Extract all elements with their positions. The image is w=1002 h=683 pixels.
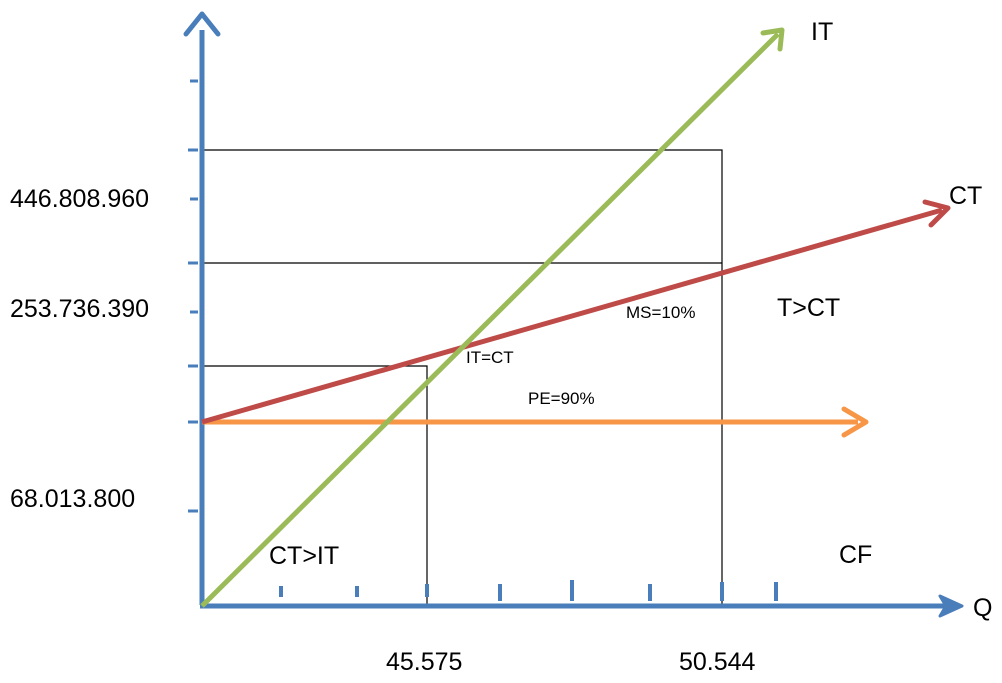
y-label-upper: 446.808.960 bbox=[10, 185, 149, 213]
y-label-lower: 68.013.800 bbox=[10, 485, 135, 513]
guide-line-lower bbox=[202, 365, 428, 608]
fixed-cost-line bbox=[202, 406, 869, 438]
total-cost-line bbox=[201, 199, 951, 425]
x-axis bbox=[200, 580, 964, 618]
y-label-middle: 253.736.390 bbox=[10, 295, 149, 323]
break-even-label: IT=CT bbox=[466, 348, 514, 367]
income-line-label: IT bbox=[811, 18, 833, 46]
cost-line-label: CT bbox=[949, 182, 982, 210]
x-axis-ticks bbox=[279, 580, 778, 601]
profit-zone-label: T>CT bbox=[777, 294, 840, 322]
ms-label: MS=10% bbox=[626, 303, 695, 322]
y-axis-ticks bbox=[188, 79, 198, 513]
loss-zone-label: CT>IT bbox=[269, 542, 339, 570]
pe-label: PE=90% bbox=[528, 389, 595, 408]
guide-lines bbox=[202, 149, 723, 608]
fixed-cost-label: CF bbox=[839, 541, 872, 569]
income-line bbox=[200, 27, 785, 608]
y-axis bbox=[183, 11, 221, 605]
x-axis-label: Q bbox=[973, 594, 992, 622]
x-label-first: 45.575 bbox=[386, 648, 462, 676]
guide-line-upper bbox=[202, 149, 723, 608]
x-label-second: 50.544 bbox=[679, 648, 756, 676]
